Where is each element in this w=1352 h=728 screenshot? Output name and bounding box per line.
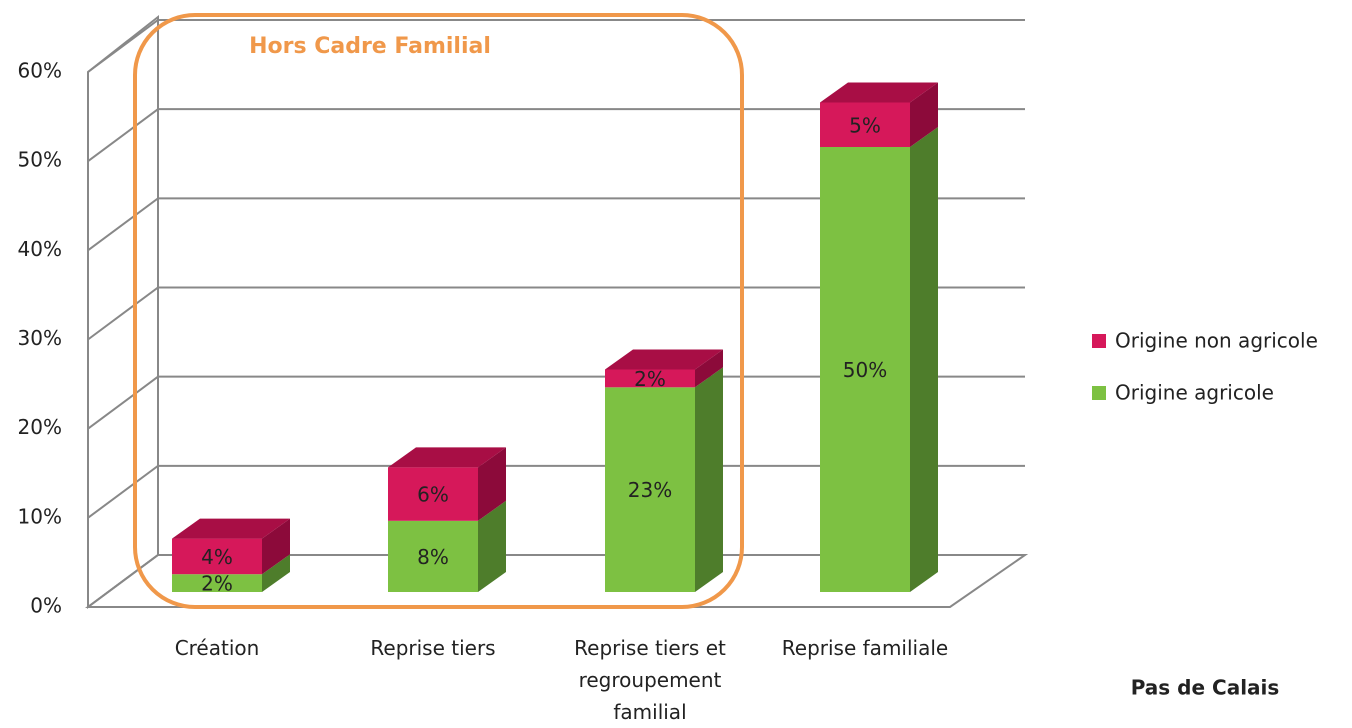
legend-label: Origine agricole <box>1115 381 1274 405</box>
x-tick-label: Création <box>174 636 260 660</box>
y-tick-label: 0% <box>30 594 62 618</box>
bar-top <box>172 518 290 539</box>
legend-swatch <box>1092 334 1106 348</box>
bar <box>172 538 262 575</box>
y-tick-label: 40% <box>18 237 62 261</box>
bar-side <box>478 447 506 521</box>
x-tick-label: Reprise tiers et regroupement familial <box>574 636 726 724</box>
y-tick-label: 50% <box>18 148 62 172</box>
bar <box>820 147 910 592</box>
bar <box>172 574 262 592</box>
grid-line <box>87 286 1025 341</box>
value-label: 50% <box>843 358 887 382</box>
bar <box>605 387 695 592</box>
grid-line <box>87 375 1025 430</box>
bar-side <box>478 500 506 592</box>
value-label: 5% <box>849 113 881 137</box>
grid-line <box>87 108 1025 162</box>
grid-line <box>87 554 1025 608</box>
grid-line <box>87 197 1025 252</box>
side-wall <box>87 14 159 609</box>
bar-top <box>820 82 938 103</box>
y-tick-label: 10% <box>18 504 62 528</box>
bar <box>388 467 478 521</box>
bar-side <box>910 127 938 592</box>
bar-side <box>910 82 938 147</box>
y-tick-label: 60% <box>18 59 62 83</box>
bar-side <box>262 518 290 575</box>
bar-top <box>388 447 506 468</box>
grid-line <box>87 19 1025 73</box>
value-label: 23% <box>628 478 672 502</box>
bar-side <box>695 349 723 388</box>
bar-top <box>605 349 723 370</box>
bar-side <box>262 554 290 592</box>
x-tick-label: Reprise familiale <box>781 636 949 660</box>
value-label: 8% <box>417 545 449 569</box>
grid-line <box>87 464 1025 519</box>
value-label: 2% <box>201 572 233 596</box>
legend-label: Origine non agricole <box>1115 329 1318 353</box>
y-tick-label: 20% <box>18 415 62 439</box>
bar <box>605 369 695 388</box>
value-label: 6% <box>417 483 449 507</box>
value-label: 2% <box>634 367 666 391</box>
y-tick-label: 30% <box>18 326 62 350</box>
annotation: Hors Cadre Familial <box>249 34 491 59</box>
highlight-box <box>133 13 744 609</box>
x-tick-label: Reprise tiers <box>370 636 496 660</box>
bar-side <box>695 367 723 592</box>
legend-swatch <box>1092 386 1106 400</box>
bar <box>820 102 910 147</box>
value-label: 4% <box>201 545 233 569</box>
footnote: Pas de Calais <box>1131 676 1280 700</box>
bar <box>388 520 478 592</box>
